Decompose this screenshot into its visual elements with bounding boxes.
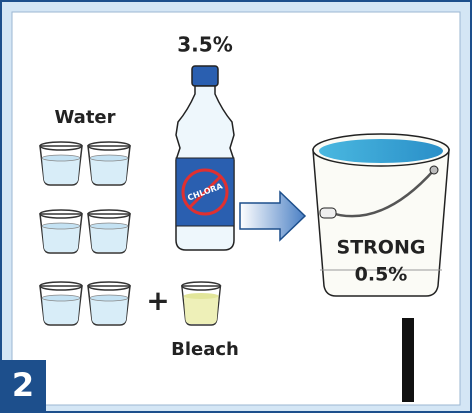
bleach-cup xyxy=(182,282,221,325)
water-label: Water xyxy=(54,107,115,128)
bucket-strength: STRONG xyxy=(337,237,426,259)
bucket-percent: 0.5% xyxy=(355,264,408,286)
bar xyxy=(402,318,414,402)
illustration: Water + Bleach 3.5% CHLORA STRONG 0.5% 2 xyxy=(0,0,472,413)
step-number: 2 xyxy=(12,366,34,404)
bleach-label: Bleach xyxy=(171,339,239,360)
bottle-percent: 3.5% xyxy=(177,33,232,57)
plus-sign: + xyxy=(146,284,169,317)
